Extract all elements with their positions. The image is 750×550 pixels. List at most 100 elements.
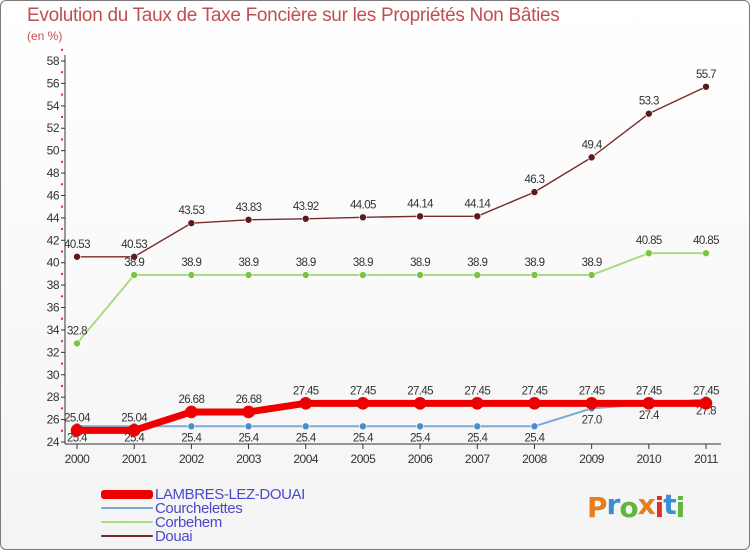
data-label-courchelettes: 27.0 (582, 414, 602, 426)
legend-label: Douai (155, 527, 193, 545)
data-label-lambres-lez-douai: 26.68 (236, 394, 262, 406)
data-label-lambres-lez-douai: 27.45 (693, 385, 719, 397)
data-label-courchelettes: 25.4 (239, 432, 260, 444)
series-line-douai (76, 86, 707, 258)
data-label-douai: 40.53 (121, 239, 147, 251)
data-point-douai (187, 219, 196, 227)
legend-swatch (101, 507, 153, 509)
data-label-courchelettes: 25.4 (410, 432, 431, 444)
data-label-corbehem: 40.85 (636, 235, 662, 247)
data-label-corbehem: 38.9 (124, 257, 144, 269)
data-label-lambres-lez-douai: 27.45 (636, 385, 662, 397)
data-point-lambres-lez-douai (299, 397, 313, 410)
data-point-douai (359, 213, 367, 222)
data-label-lambres-lez-douai: 26.68 (178, 394, 204, 406)
y-minor-tick (61, 295, 63, 298)
data-point-corbehem (301, 271, 310, 279)
y-tick-label: 30 (47, 368, 60, 382)
data-label-courchelettes: 25.4 (296, 432, 317, 444)
data-point-courchelettes (301, 422, 310, 431)
data-point-corbehem (702, 249, 710, 257)
data-point-corbehem (130, 271, 138, 279)
x-tick-label: 2009 (579, 452, 605, 466)
y-minor-tick (61, 384, 63, 387)
series-line-corbehem (76, 252, 707, 345)
y-minor-tick (61, 138, 63, 141)
x-tick-label: 2005 (351, 452, 377, 466)
x-tick-label: 2006 (408, 452, 434, 466)
data-label-douai: 43.92 (293, 201, 319, 213)
y-minor-tick (61, 160, 63, 163)
data-point-corbehem (473, 271, 482, 279)
y-tick-label: 56 (47, 76, 60, 90)
data-label-lambres-lez-douai: 25.04 (121, 412, 148, 424)
data-point-corbehem (187, 271, 196, 279)
data-point-lambres-lez-douai (185, 405, 198, 419)
y-minor-tick (61, 183, 63, 186)
y-tick-label: 40 (47, 256, 60, 270)
data-label-corbehem: 38.9 (296, 257, 316, 269)
x-tick-label: 2010 (636, 452, 662, 466)
y-tick-label: 36 (47, 301, 60, 315)
data-label-douai: 49.4 (582, 139, 603, 151)
data-label-douai: 40.53 (64, 239, 90, 251)
data-point-douai (530, 188, 539, 196)
data-label-courchelettes: 25.4 (67, 432, 88, 444)
y-minor-tick (61, 228, 63, 231)
series-line-lambres-lez-douai (73, 399, 710, 434)
data-label-lambres-lez-douai: 27.45 (293, 385, 319, 397)
x-tick-label: 2003 (236, 452, 262, 466)
data-point-lambres-lez-douai (356, 397, 370, 410)
data-label-corbehem: 38.9 (353, 257, 373, 269)
data-point-douai (587, 153, 596, 162)
data-point-lambres-lez-douai (127, 424, 141, 437)
x-tick-label: 2004 (293, 452, 319, 466)
data-label-courchelettes: 27.4 (639, 410, 660, 422)
data-point-corbehem (73, 339, 81, 348)
y-axis-unit-label: (en %) (27, 29, 63, 43)
y-tick-label: 38 (47, 278, 60, 292)
data-label-lambres-lez-douai: 27.45 (407, 385, 433, 397)
legend-item-lambres-lez-douai: LAMBRES-LEZ-DOUAI (101, 485, 305, 503)
data-label-corbehem: 32.8 (67, 325, 87, 337)
data-label-courchelettes: 25.4 (524, 432, 545, 444)
data-point-douai (645, 109, 653, 118)
y-tick-label: 28 (47, 390, 60, 404)
data-point-corbehem (359, 271, 367, 279)
data-point-douai (244, 215, 253, 224)
y-tick-label: 50 (47, 144, 60, 158)
data-label-lambres-lez-douai: 25.04 (64, 412, 91, 424)
y-tick-label: 54 (47, 99, 60, 113)
data-point-corbehem (244, 271, 253, 279)
y-minor-tick (61, 116, 63, 119)
data-label-courchelettes: 27.8 (696, 405, 716, 417)
data-label-lambres-lez-douai: 27.45 (522, 385, 548, 397)
data-point-lambres-lez-douai (585, 397, 598, 410)
legend-swatch (101, 489, 153, 499)
y-minor-tick (61, 93, 63, 96)
data-label-courchelettes: 25.4 (124, 432, 145, 444)
data-label-corbehem: 40.85 (693, 235, 719, 247)
data-point-lambres-lez-douai (242, 405, 255, 419)
y-tick-label: 34 (47, 323, 60, 337)
data-label-lambres-lez-douai: 27.45 (464, 385, 490, 397)
legend-label: Corbehem (155, 513, 222, 531)
y-minor-tick (61, 48, 63, 51)
data-label-courchelettes: 25.4 (353, 432, 374, 444)
data-label-courchelettes: 25.4 (181, 432, 202, 444)
data-point-douai (130, 252, 138, 261)
data-label-corbehem: 38.9 (239, 257, 259, 269)
y-tick-label: 52 (47, 121, 60, 135)
data-point-lambres-lez-douai (528, 397, 541, 410)
y-tick-label: 42 (47, 233, 60, 247)
y-tick-label: 46 (47, 188, 60, 202)
data-label-douai: 44.05 (350, 199, 376, 211)
data-point-corbehem (587, 271, 596, 279)
y-tick-label: 24 (47, 435, 60, 449)
data-point-corbehem (416, 271, 424, 279)
data-label-corbehem: 38.9 (410, 257, 430, 269)
x-tick-label: 2002 (179, 452, 205, 466)
x-tick-label: 2011 (694, 452, 719, 466)
legend-label: LAMBRES-LEZ-DOUAI (155, 485, 305, 503)
y-minor-tick (61, 362, 63, 365)
